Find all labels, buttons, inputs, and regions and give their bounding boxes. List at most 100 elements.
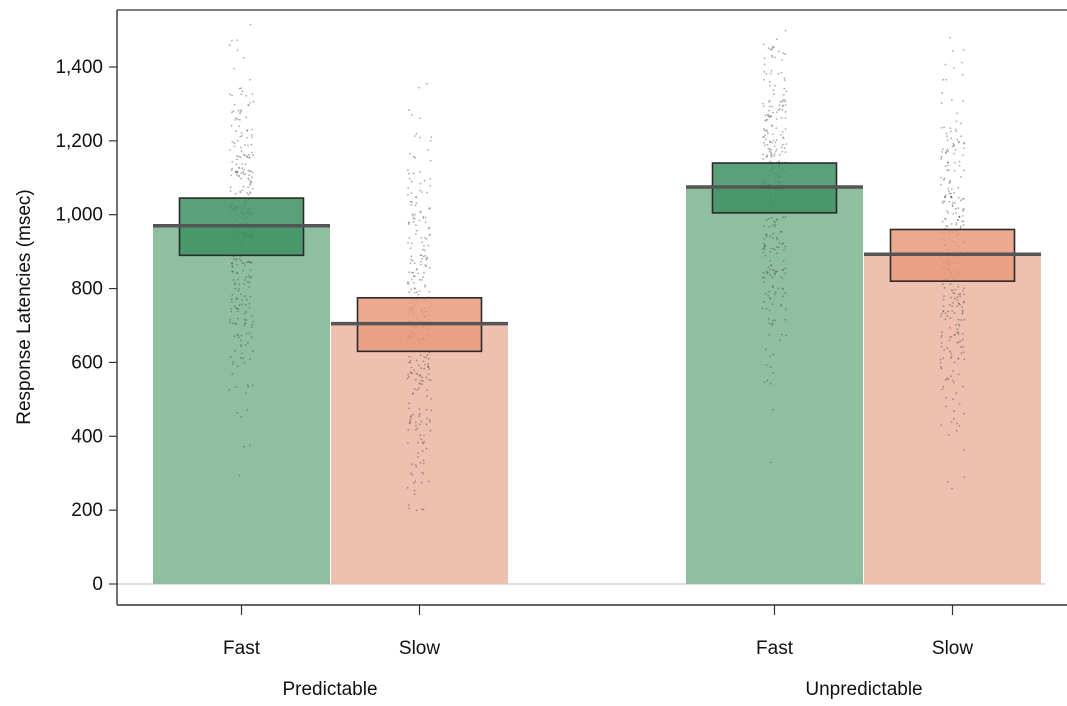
- raw-point: [776, 111, 778, 114]
- raw-point: [252, 320, 255, 323]
- raw-point: [412, 172, 415, 175]
- raw-point: [954, 149, 957, 151]
- raw-point: [761, 307, 764, 310]
- raw-point: [250, 134, 253, 136]
- raw-point: [957, 357, 960, 360]
- raw-point: [244, 392, 247, 395]
- raw-point: [769, 84, 771, 87]
- raw-point: [243, 153, 246, 156]
- raw-point: [942, 200, 944, 203]
- raw-point: [957, 333, 960, 335]
- raw-point: [425, 356, 428, 359]
- raw-point: [245, 116, 248, 119]
- raw-point: [417, 293, 420, 296]
- raw-point: [952, 292, 955, 294]
- raw-point: [772, 224, 774, 227]
- raw-point: [961, 333, 964, 335]
- raw-point: [774, 84, 776, 87]
- raw-point: [425, 408, 428, 411]
- raw-point: [764, 248, 766, 251]
- raw-point: [416, 373, 419, 376]
- raw-point: [959, 346, 962, 349]
- raw-point: [766, 379, 768, 382]
- raw-point: [238, 288, 240, 290]
- raw-point: [770, 151, 772, 154]
- raw-point: [961, 306, 963, 309]
- raw-point: [429, 185, 432, 187]
- raw-point: [427, 149, 429, 151]
- raw-point: [961, 61, 963, 64]
- raw-point: [421, 191, 423, 193]
- raw-point: [947, 187, 950, 190]
- raw-point: [961, 73, 964, 76]
- raw-point: [772, 46, 775, 49]
- raw-point: [419, 189, 421, 192]
- raw-point: [961, 309, 964, 312]
- raw-point: [962, 154, 964, 157]
- raw-point: [962, 224, 965, 227]
- raw-point: [961, 312, 964, 315]
- raw-point: [242, 357, 245, 360]
- raw-point: [769, 148, 771, 151]
- raw-point: [422, 255, 425, 258]
- raw-point: [235, 259, 238, 262]
- raw-point: [420, 237, 423, 239]
- raw-point: [245, 155, 248, 158]
- raw-point: [247, 385, 250, 388]
- raw-point: [784, 267, 787, 270]
- raw-point: [248, 179, 251, 181]
- raw-point: [238, 87, 241, 90]
- raw-point: [762, 251, 765, 254]
- raw-point: [957, 373, 960, 376]
- raw-point: [944, 378, 947, 381]
- raw-point: [950, 223, 953, 225]
- raw-point: [251, 136, 254, 139]
- bar-predictable-slow: [331, 323, 508, 584]
- raw-point: [763, 244, 766, 247]
- raw-point: [412, 271, 415, 274]
- raw-point: [428, 419, 431, 421]
- raw-point: [779, 231, 782, 233]
- raw-point: [418, 382, 421, 384]
- raw-point: [428, 207, 431, 209]
- raw-point: [235, 298, 238, 300]
- raw-point: [775, 118, 778, 120]
- raw-point: [249, 261, 252, 263]
- raw-point: [958, 425, 961, 427]
- raw-point: [244, 322, 247, 325]
- raw-point: [236, 317, 239, 320]
- raw-point: [409, 420, 411, 423]
- raw-point: [955, 429, 958, 432]
- raw-point: [771, 56, 774, 58]
- raw-point: [777, 246, 780, 249]
- raw-point: [230, 298, 233, 301]
- raw-point: [947, 378, 950, 381]
- raw-point: [953, 361, 956, 364]
- raw-point: [948, 200, 951, 203]
- raw-point: [770, 48, 773, 51]
- raw-point: [414, 204, 417, 207]
- x-tick-label-predictable-slow: Slow: [399, 638, 440, 659]
- raw-point: [247, 104, 250, 107]
- raw-point: [953, 297, 956, 300]
- raw-point: [247, 186, 250, 189]
- raw-point: [765, 233, 768, 236]
- axes-layer: Fast Slow Fast Slow Predictable Unpredictable…: [55, 9, 1067, 700]
- raw-point: [414, 135, 416, 137]
- raw-point: [781, 100, 784, 103]
- raw-point: [940, 155, 943, 158]
- raw-point: [785, 90, 788, 93]
- raw-point: [425, 257, 428, 260]
- raw-point: [961, 220, 963, 223]
- raw-point: [430, 409, 433, 412]
- y-axis-title: Response Latencies (msec): [14, 189, 35, 425]
- raw-point: [772, 232, 775, 235]
- raw-point: [765, 72, 768, 75]
- raw-point: [239, 110, 242, 113]
- raw-point: [783, 87, 786, 90]
- raw-point: [951, 204, 954, 206]
- raw-point: [769, 48, 772, 51]
- raw-point: [963, 142, 966, 145]
- raw-point: [770, 149, 773, 152]
- raw-point: [423, 249, 426, 252]
